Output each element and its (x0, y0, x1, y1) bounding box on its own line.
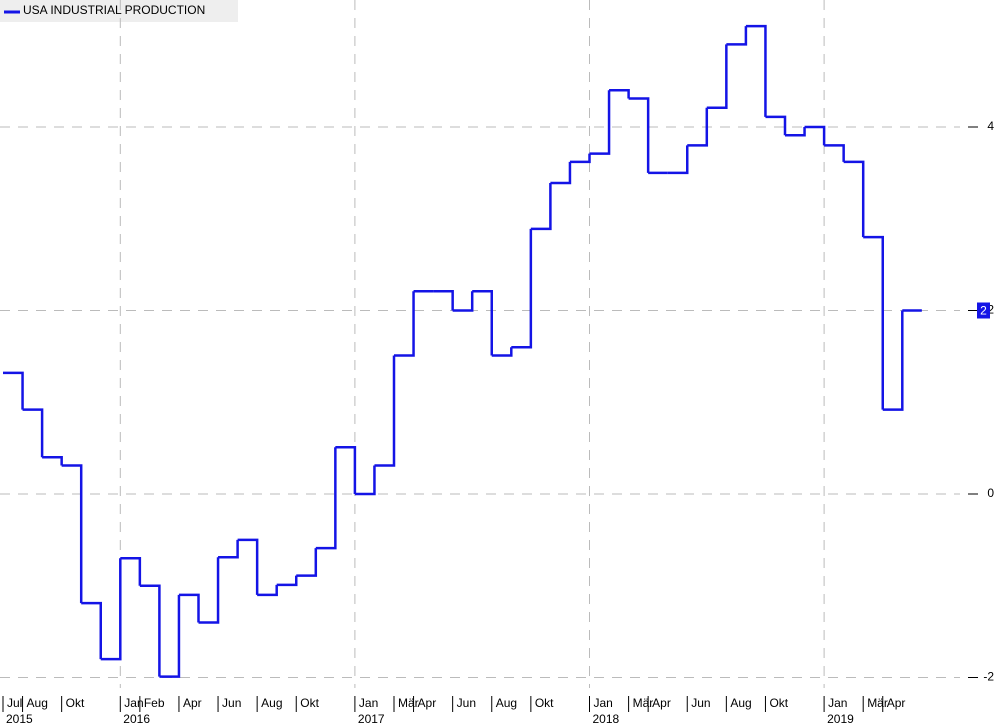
line-segment (100, 558, 122, 661)
x-tick-year: 2015 (6, 712, 33, 726)
line-segment (315, 447, 337, 550)
line-segment (61, 464, 83, 604)
x-tick-label: Okt (66, 696, 85, 710)
line-segment (550, 161, 572, 185)
line-segment (628, 97, 650, 173)
x-tick-label: Mär (633, 696, 654, 710)
x-tick-label: Aug (27, 696, 48, 710)
line-segment (159, 594, 181, 678)
x-tick-label: Jan (594, 696, 613, 710)
x-tick-label: Okt (769, 696, 788, 710)
last-value-label: 2 (980, 304, 987, 318)
line-segment (726, 26, 748, 46)
line-segment (511, 228, 533, 349)
x-tick-label: Apr (418, 696, 437, 710)
x-tick-label: Mär (398, 696, 419, 710)
line-segment (609, 89, 630, 99)
line-segment (42, 456, 63, 466)
line-segment (882, 310, 904, 411)
line-segment (804, 125, 826, 146)
x-tick-label: Okt (300, 696, 319, 710)
line-segment (472, 289, 493, 356)
x-tick-year: 2016 (123, 712, 150, 726)
line-segment (374, 355, 396, 467)
line-segment (843, 160, 865, 238)
y-tick-label: 0 (987, 486, 994, 500)
line-segment (765, 115, 787, 136)
line-segment (81, 601, 102, 660)
line-segment (452, 291, 474, 312)
line-segment (178, 593, 200, 623)
line-segment (120, 556, 142, 586)
x-tick-label: Jan (828, 696, 847, 710)
x-tick-label: Jun (691, 696, 710, 710)
y-tick-label: 4 (987, 119, 994, 133)
x-tick-label: Jan (124, 696, 143, 710)
x-tick-label: Okt (535, 696, 554, 710)
line-segment (824, 144, 845, 162)
x-tick-label: Aug (730, 696, 751, 710)
line-segment (687, 107, 709, 147)
line-segment (394, 291, 415, 357)
y-tick-label: 2 (987, 303, 994, 317)
line-segment (276, 575, 298, 587)
x-tick-label: Jan (359, 696, 378, 710)
legend-label: USA INDUSTRIAL PRODUCTION (23, 3, 205, 17)
line-segment (198, 557, 220, 624)
legend-box (0, 0, 238, 22)
line-segment (296, 548, 318, 577)
x-tick-year: 2017 (358, 712, 385, 726)
line-segment (667, 145, 689, 175)
x-tick-label: Apr (183, 696, 202, 710)
x-tick-label: Jul (7, 696, 22, 710)
line-segment (706, 44, 728, 109)
line-segment (139, 584, 161, 677)
x-tick-label: Aug (261, 696, 282, 710)
x-tick-label: Mär (867, 696, 888, 710)
y-tick-label: -2 (983, 670, 994, 684)
x-tick-label: Jun (457, 696, 476, 710)
x-tick-label: Apr (887, 696, 906, 710)
line-segment (354, 465, 376, 496)
line-segment (3, 371, 24, 410)
line-segment (785, 127, 806, 137)
line-segment (22, 408, 44, 458)
line-segment (569, 153, 591, 164)
x-tick-year: 2019 (827, 712, 854, 726)
line-segment (335, 445, 357, 494)
line-segment (863, 235, 884, 410)
x-tick-label: Feb (144, 696, 165, 710)
line-segment (589, 90, 611, 155)
line-segment (491, 347, 513, 357)
x-tick-label: Apr (652, 696, 671, 710)
x-tick-label: Jun (222, 696, 241, 710)
last-value-box (977, 302, 990, 319)
x-tick-label: Aug (496, 696, 517, 710)
x-tick-year: 2018 (593, 712, 620, 726)
line-segment (433, 289, 454, 311)
line-segment (237, 538, 259, 595)
line-segment (218, 539, 239, 559)
line-segment (530, 182, 552, 231)
line-segment (257, 584, 278, 597)
line-segment (745, 24, 767, 117)
